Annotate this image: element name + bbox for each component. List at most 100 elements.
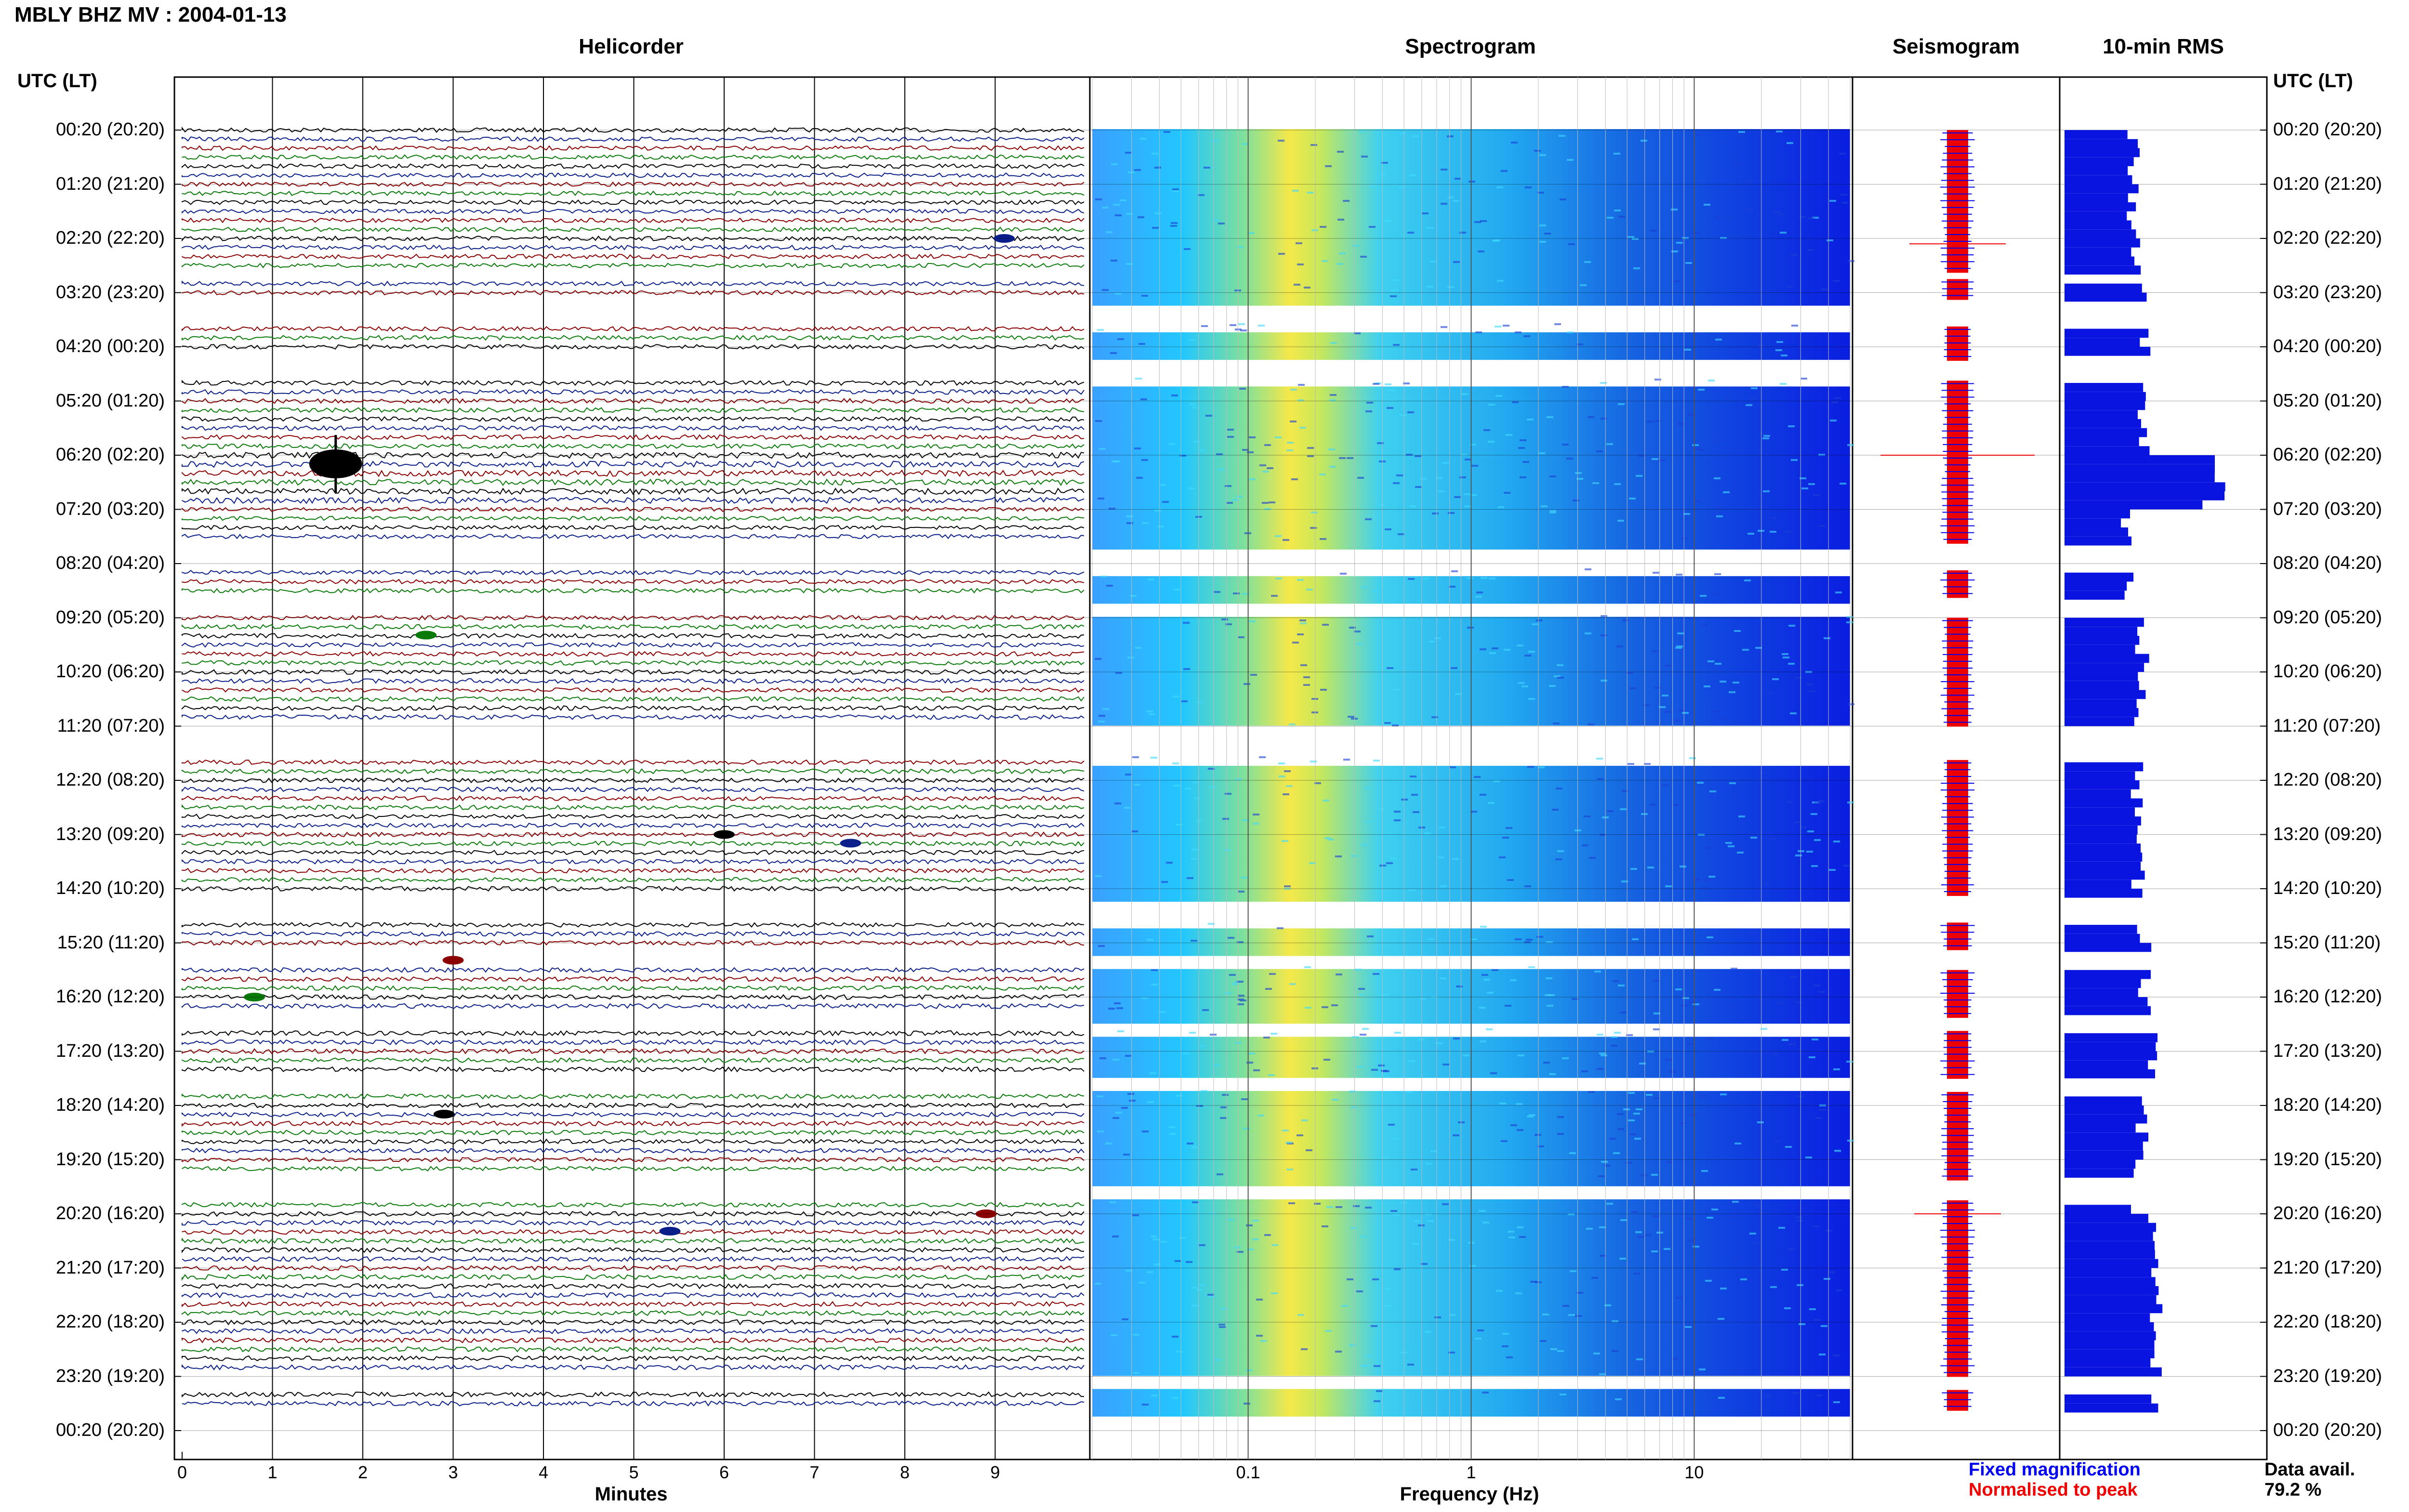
spectrogram-speckle xyxy=(1225,485,1231,487)
spectrogram-speckle xyxy=(1795,1001,1802,1003)
seismogram-normalised xyxy=(1947,1159,1968,1167)
spectrogram-speckle xyxy=(1258,325,1265,327)
spectrogram-speckle xyxy=(1097,1131,1104,1132)
helicorder-trace xyxy=(182,525,1085,530)
spectrogram-speckle xyxy=(1447,286,1454,288)
spectrogram-speckle xyxy=(1208,1296,1215,1298)
spectrogram-speckle xyxy=(1601,615,1607,617)
spectrogram-speckle xyxy=(1560,1394,1566,1395)
time-label-left: 05:20 (01:20) xyxy=(55,390,165,411)
spectrogram-speckle xyxy=(1461,454,1468,456)
spectrogram-speckle xyxy=(1649,804,1656,806)
seismogram-normalised xyxy=(1947,1119,1968,1127)
rms-bar xyxy=(2065,970,2151,979)
spectrogram-speckle xyxy=(1242,449,1249,451)
spectrogram-speckle xyxy=(1237,1003,1244,1005)
spectrogram-speckle xyxy=(1252,1238,1259,1240)
spectrogram-speckle xyxy=(1549,685,1556,687)
spectrogram-speckle xyxy=(1208,768,1215,770)
spectrogram-speckle xyxy=(1141,459,1148,461)
spectrogram-speckle xyxy=(1330,394,1337,396)
spectrogram-speckle xyxy=(1501,170,1508,172)
spectrogram-speckle xyxy=(1518,447,1525,449)
spectrogram-speckle xyxy=(1396,474,1403,476)
seismogram-normalised xyxy=(1947,943,1968,950)
spectrogram-speckle xyxy=(1179,455,1186,457)
spectrogram-speckle xyxy=(1830,420,1837,421)
spectrogram-speckle xyxy=(1515,938,1522,940)
seismogram-normalised xyxy=(1947,868,1968,876)
spectrogram-speckle xyxy=(1517,644,1523,646)
spectrogram-speckle xyxy=(1183,668,1190,670)
spectrogram-speckle xyxy=(1284,885,1291,887)
spectrogram-speckle xyxy=(1271,1033,1277,1035)
spectrogram-speckle xyxy=(1560,198,1566,200)
helicorder-trace xyxy=(182,759,1085,765)
spectrogram-speckle xyxy=(1135,378,1142,380)
rms-bar xyxy=(2065,1286,2159,1295)
spectrogram-speckle xyxy=(1408,1060,1415,1062)
spectrogram-speckle xyxy=(1407,411,1414,413)
spectrogram-speckle xyxy=(1115,672,1122,674)
seismogram-normalised xyxy=(1947,157,1968,165)
spectrogram-speckle xyxy=(1688,414,1694,416)
spectrogram-speckle xyxy=(1422,212,1429,214)
spectrogram-speckle xyxy=(1271,1244,1278,1246)
spectrogram-speckle xyxy=(1481,577,1487,579)
spectrogram-speckle xyxy=(1151,984,1158,986)
spectrogram-speckle xyxy=(1264,508,1271,510)
seismogram-normalised xyxy=(1947,591,1968,598)
time-label-left: 01:20 (21:20) xyxy=(55,173,165,194)
spectrogram-speckle xyxy=(1751,387,1758,389)
spectrogram-speckle xyxy=(1125,1270,1132,1272)
seismogram-normalised xyxy=(1947,766,1968,774)
seismogram-normalised xyxy=(1947,1214,1968,1222)
spectrogram-speckle xyxy=(1632,238,1639,240)
rms-bar xyxy=(2065,1250,2155,1259)
seismogram-normalised xyxy=(1947,570,1968,578)
helicorder-trace xyxy=(182,642,1085,648)
seismogram-normalised xyxy=(1947,1031,1968,1039)
spectrogram-speckle xyxy=(1797,1220,1803,1222)
spectrogram-speckle xyxy=(1520,476,1526,478)
seismic-event xyxy=(433,1110,455,1118)
spectrogram-speckle xyxy=(1319,473,1326,475)
time-label-right: 06:20 (02:20) xyxy=(2273,445,2383,465)
spectrogram-speckle xyxy=(1348,716,1354,718)
rms-bar xyxy=(2065,229,2136,238)
spectrogram-speckle xyxy=(1788,663,1795,665)
spectrogram-speckle xyxy=(1695,134,1702,136)
spectrogram-speckle xyxy=(1120,199,1126,201)
spectrogram-speckle xyxy=(1438,856,1444,858)
spectrogram-speckle xyxy=(1720,1093,1727,1095)
spectrogram-speckle xyxy=(1363,1365,1370,1367)
seismogram-normalised xyxy=(1947,354,1968,361)
spectrogram-speckle xyxy=(1385,1305,1392,1307)
seismogram-normalised xyxy=(1947,1268,1968,1275)
spectrogram-speckle xyxy=(1725,842,1732,844)
spectrogram-speckle xyxy=(1493,780,1500,782)
rms-bar xyxy=(2065,1114,2147,1124)
spectrogram-speckle xyxy=(1373,760,1380,762)
helicorder-tick-label: 5 xyxy=(629,1462,639,1482)
spectrogram-speckle xyxy=(1597,1068,1603,1070)
spectrogram-speckle xyxy=(1630,868,1637,870)
spectrogram-speckle xyxy=(1191,1146,1198,1148)
spectrogram-speckle xyxy=(1385,1288,1391,1290)
spectrogram-speckle xyxy=(1848,703,1854,705)
spectrogram-speckle xyxy=(1186,1261,1192,1263)
spectrogram-speckle xyxy=(1294,284,1300,286)
helicorder-trace xyxy=(182,416,1085,422)
spectrogram-speckle xyxy=(1412,135,1419,137)
helicorder-trace xyxy=(182,624,1085,630)
spectrogram-speckle xyxy=(1781,1269,1788,1271)
rms-bars xyxy=(2065,130,2225,1413)
spectrogram-speckle xyxy=(1562,386,1569,388)
seismogram-normalised xyxy=(1947,164,1968,171)
spectrogram-speckle xyxy=(1221,618,1228,620)
spectrogram-speckle xyxy=(1140,138,1147,140)
spectrogram-speckle xyxy=(1808,483,1815,485)
spectrogram-speckle xyxy=(1278,763,1285,764)
helicorder-trace xyxy=(182,244,1085,250)
spectrogram-speckle xyxy=(1149,713,1155,715)
